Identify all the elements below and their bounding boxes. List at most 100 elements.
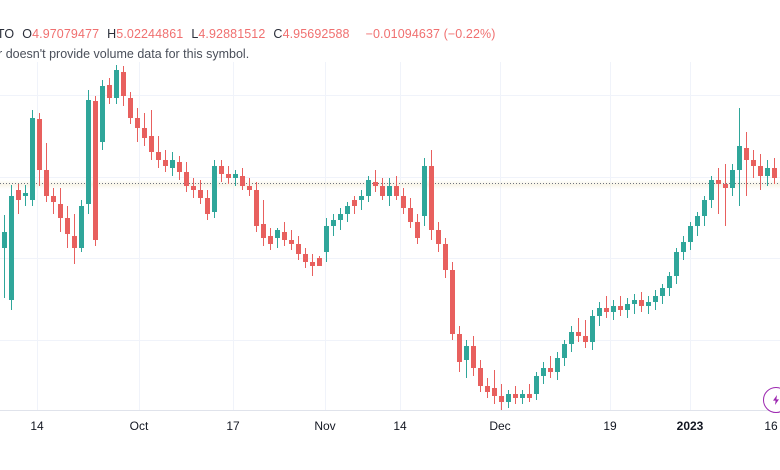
candle-body [723, 184, 728, 188]
chart-footer: w [0, 440, 780, 470]
candle-body [380, 186, 385, 196]
candle-body [401, 196, 406, 208]
candle-wick [746, 132, 747, 196]
candle-body [72, 236, 77, 248]
candle-body [23, 193, 28, 196]
candle-body [310, 262, 315, 266]
candle-body [555, 358, 560, 372]
candle-body [681, 242, 686, 252]
grid-line-vertical [400, 62, 401, 410]
candle-body [373, 182, 378, 186]
candle-body [618, 306, 623, 310]
current-price-line [0, 183, 780, 184]
grid-line-horizontal [0, 258, 780, 259]
candle-body [37, 119, 42, 170]
candle-body [275, 230, 280, 238]
candle-body [597, 308, 602, 316]
candle-body [65, 218, 70, 234]
grid-line-vertical [37, 62, 38, 410]
candle-body [611, 306, 616, 312]
candle-body [114, 70, 119, 98]
candle-body [730, 170, 735, 188]
open-key: O [22, 27, 33, 41]
candle-body [744, 148, 749, 160]
candle-wick [634, 294, 635, 314]
candle-body [331, 220, 336, 226]
time-axis-tick: Dec [489, 419, 511, 433]
candle-body [548, 368, 553, 372]
change-absolute: −0.01094637 [365, 27, 441, 41]
candle-body [709, 180, 714, 200]
candle-body [30, 118, 35, 200]
candle-wick [277, 228, 278, 248]
candle-body [247, 186, 252, 190]
candle-body [562, 344, 567, 358]
candle-body [191, 186, 196, 190]
time-axis-tick: 2023 [676, 419, 704, 433]
candle-body [226, 174, 231, 178]
chart-plot-area[interactable] [0, 62, 780, 410]
time-axis[interactable]: 14 Oct 17 Nov 14 Dec 19 2023 16 [0, 410, 780, 442]
candle-body [450, 270, 455, 334]
candle-wick [578, 318, 579, 342]
time-axis-tick: Nov [314, 419, 336, 433]
candle-body [282, 232, 287, 240]
candle-body [534, 376, 539, 394]
candle-body [9, 196, 14, 300]
candle-body [100, 86, 105, 142]
candle-body [436, 230, 441, 244]
time-axis-tick: 14 [30, 419, 44, 433]
candle-body [415, 222, 420, 238]
time-axis-tick: 19 [603, 419, 617, 433]
candle-body [149, 136, 154, 152]
candle-body [16, 190, 21, 200]
candle-body [506, 394, 511, 402]
candle-body [51, 196, 56, 202]
candle-body [93, 101, 98, 240]
time-axis-tick: 16 [764, 419, 778, 433]
time-axis-tick: 17 [226, 419, 240, 433]
candle-body [128, 98, 133, 118]
chart-legend: CRYPTO O4.97079477 H5.02244861 L4.92881512 C… [0, 27, 496, 42]
candle-body [135, 118, 140, 128]
candle-wick [606, 296, 607, 318]
candle-body [702, 200, 707, 216]
candle-body [499, 396, 504, 402]
candle-body [492, 388, 497, 396]
time-axis-tick: 14 [393, 419, 407, 433]
symbol-label[interactable]: CRYPTO [0, 27, 15, 41]
candle-body [107, 85, 112, 98]
candle-body [177, 162, 182, 172]
candle-body [338, 214, 343, 220]
candle-body [86, 100, 91, 204]
candle-body [590, 316, 595, 342]
candle-body [576, 332, 581, 336]
lightning-bolt-icon[interactable] [763, 387, 780, 413]
close-value: 4.95692588 [282, 27, 350, 41]
low-value: 4.92881512 [198, 27, 266, 41]
candle-body [513, 394, 518, 398]
high-key: H [107, 27, 117, 41]
grid-line-horizontal [0, 95, 780, 96]
candle-body [688, 226, 693, 242]
candle-wick [529, 384, 530, 402]
candle-body [485, 386, 490, 392]
candle-body [303, 254, 308, 262]
candle-body [422, 166, 427, 216]
candle-body [359, 196, 364, 200]
candle-body [541, 368, 546, 376]
candle-body [660, 288, 665, 296]
candle-body [324, 226, 329, 252]
price-line-halo [0, 180, 780, 189]
open-value: 4.97079477 [32, 27, 100, 41]
candle-body [156, 152, 161, 160]
candle-wick [550, 356, 551, 378]
candle-body [170, 160, 175, 168]
candle-wick [585, 320, 586, 348]
candle-body [142, 128, 147, 138]
candle-body [471, 346, 476, 368]
change-percent: (−0.22%) [443, 27, 496, 41]
time-axis-tick: Oct [129, 419, 149, 433]
candle-body [646, 302, 651, 306]
